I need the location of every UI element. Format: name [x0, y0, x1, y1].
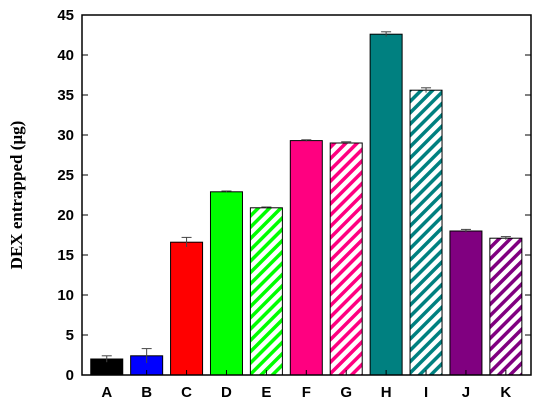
bar-h [369, 33, 403, 376]
bar-k [489, 237, 523, 376]
y-tick-label: 45 [57, 7, 74, 24]
bar-c [170, 241, 204, 376]
x-tick-label-c: C [181, 384, 192, 401]
error-bar-h [381, 31, 392, 37]
y-tick-label: 40 [57, 47, 74, 64]
bar-i [409, 89, 443, 376]
y-tick-label: 30 [57, 127, 74, 144]
y-tick-label: 5 [66, 327, 74, 344]
y-tick-label: 10 [57, 287, 74, 304]
x-tick-label-g: G [340, 384, 352, 401]
error-bar-c [181, 236, 192, 247]
error-bar-a [101, 355, 112, 363]
x-tick-label-e: E [261, 384, 271, 401]
x-tick-label-f: F [302, 384, 311, 401]
error-bar-g [341, 141, 352, 145]
x-tick-label-k: K [500, 384, 511, 401]
bars-layer [90, 33, 523, 376]
axes-layer [81, 14, 532, 376]
y-tick-label: 35 [57, 87, 74, 104]
y-axis-title: DEX entrapped (µg) [7, 121, 26, 270]
error-bar-k [500, 236, 511, 240]
plot-frame [81, 14, 532, 376]
x-tick-label-j: J [462, 384, 470, 401]
x-tick-label-d: D [221, 384, 232, 401]
x-tick-label-h: H [381, 384, 392, 401]
x-tick-label-i: I [424, 384, 428, 401]
labels-layer: A B C D E F G H I J K 0 5 10 15 20 25 30 35 40 45 [57, 7, 511, 401]
bar-g [329, 142, 363, 376]
error-bar-j [460, 228, 471, 233]
x-tick-label-a: A [101, 384, 112, 401]
error-bar-d [221, 190, 232, 193]
bar-d [209, 191, 243, 376]
y-tick-label: 20 [57, 207, 74, 224]
y-tick-label: 25 [57, 167, 74, 184]
x-tick-label-b: B [141, 384, 152, 401]
error-bars-layer [101, 31, 511, 363]
error-bar-f [301, 139, 312, 142]
bar-f [289, 140, 323, 376]
error-bar-e [261, 206, 272, 209]
bar-e [249, 207, 283, 376]
error-bar-i [421, 87, 432, 93]
y-tick-label: 15 [57, 247, 74, 264]
bar-j [449, 230, 483, 376]
error-bar-b [141, 348, 152, 363]
y-tick-label: 0 [66, 367, 74, 384]
